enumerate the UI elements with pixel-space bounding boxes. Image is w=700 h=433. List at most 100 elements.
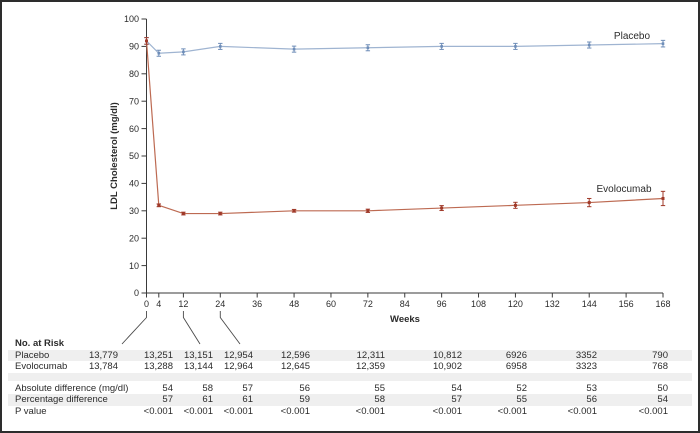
risk-cell-week-4: 13,251 — [143, 349, 173, 361]
risk-cell-week-48: 12,645 — [280, 361, 310, 372]
y-tick-label: 100 — [124, 14, 139, 24]
risk-cell-week-120: <0.001 — [497, 405, 527, 417]
risk-cell-week-24: 61 — [242, 394, 253, 405]
risk-cell-week-24: 12,954 — [223, 349, 253, 361]
series-layer — [144, 37, 666, 216]
risk-cell-week-120: 6958 — [505, 361, 527, 372]
row-label: Absolute difference (mg/dl) — [15, 382, 129, 394]
row-label: Percentage difference — [15, 394, 108, 405]
risk-cell-week-72: 55 — [374, 382, 385, 394]
risk-cell-week-4: 54 — [162, 382, 173, 394]
risk-cell-week-96: 54 — [451, 382, 462, 394]
data-point-marker — [513, 203, 517, 207]
x-tick-label: 24 — [215, 299, 225, 309]
risk-cell-week-72: <0.001 — [355, 405, 385, 417]
data-point-marker — [587, 201, 591, 205]
risk-table-header: No. at Risk — [15, 337, 65, 349]
y-tick-label: 40 — [129, 179, 139, 189]
x-tick-label: 108 — [471, 299, 486, 309]
row-label: P value — [15, 405, 47, 417]
data-point-marker — [587, 43, 591, 47]
risk-cell-week-168: 54 — [657, 394, 668, 405]
risk-cell-week-144: 3352 — [575, 349, 597, 361]
risk-cell-week-96: 10,812 — [432, 349, 462, 361]
risk-table-header-row: No. at Risk — [8, 338, 692, 350]
x-axis-label: Weeks — [390, 314, 420, 325]
risk-cell-week-0: 13,784 — [88, 361, 118, 372]
x-tick-label: 96 — [437, 299, 447, 309]
axis-table-connectors — [121, 311, 241, 345]
risk-row-placebo: Placebo 13,779 13,251 13,151 12,954 12,596 12,… — [8, 349, 692, 361]
risk-cell-week-96: 10,902 — [432, 361, 462, 372]
risk-cell-week-48: 12,596 — [280, 349, 310, 361]
x-tick-label: 4 — [156, 299, 161, 309]
risk-cell-week-120: 52 — [516, 382, 527, 394]
y-tick-label: 70 — [129, 96, 139, 106]
risk-cell-week-168: 790 — [652, 349, 668, 361]
data-point-marker — [661, 42, 665, 45]
data-point-marker — [292, 209, 296, 213]
risk-cell-week-120: 6926 — [505, 349, 527, 361]
data-point-marker — [157, 51, 161, 55]
x-tick-label: 84 — [400, 299, 410, 309]
x-tick-label: 36 — [252, 299, 262, 309]
risk-cell-week-12: 13,144 — [183, 361, 213, 372]
data-point-marker — [181, 212, 185, 216]
risk-cell-week-72: 12,359 — [355, 361, 385, 372]
x-tick-label: 132 — [545, 299, 560, 309]
y-tick-label: 30 — [129, 206, 139, 216]
risk-cell-week-24: <0.001 — [223, 405, 253, 417]
risk-cell-week-144: <0.001 — [567, 405, 597, 417]
risk-cell-week-4: 13,288 — [143, 361, 173, 372]
risk-cell-week-0: 13,779 — [88, 349, 118, 361]
risk-cell-week-144: 3323 — [575, 361, 597, 372]
x-tick-label: 12 — [178, 299, 188, 309]
data-point-marker — [292, 47, 296, 51]
risk-cell-week-168: 50 — [657, 382, 668, 394]
data-point-marker — [366, 46, 370, 50]
risk-cell-week-72: 12,311 — [356, 349, 385, 361]
data-point-marker — [218, 212, 222, 216]
risk-cell-week-168: <0.001 — [638, 405, 668, 417]
data-point-marker — [514, 45, 517, 48]
stats-row-percentage-difference: Percentage difference 57 61 61 59 58 57 55 56 54 — [8, 394, 692, 406]
row-label: Placebo — [15, 349, 50, 361]
x-tick-label: 72 — [363, 299, 373, 309]
risk-cell-week-12: 61 — [202, 394, 213, 405]
risk-cell-week-144: 56 — [586, 394, 597, 405]
stats-row-absolute-difference: Absolute difference (mg/dl) 54 58 57 56 55 54 5… — [8, 383, 692, 395]
series-evolocumab — [144, 37, 666, 216]
y-tick-label: 60 — [129, 124, 139, 134]
x-tick-label: 60 — [326, 299, 336, 309]
y-tick-label: 10 — [129, 261, 139, 271]
data-point-marker — [440, 206, 444, 210]
risk-cell-week-96: 57 — [451, 394, 462, 405]
risk-cell-week-48: 59 — [299, 394, 310, 405]
x-tick-label: 120 — [508, 299, 523, 309]
risk-cell-week-12: 13,151 — [183, 349, 213, 361]
y-tick-label: 90 — [129, 42, 139, 52]
data-point-marker — [661, 196, 665, 200]
row-label: Evolocumab — [15, 361, 68, 372]
risk-table-spacer-row — [8, 372, 692, 381]
risk-cell-week-4: 57 — [162, 394, 173, 405]
data-point-marker — [366, 209, 370, 213]
risk-cell-week-72: 58 — [374, 394, 385, 405]
risk-cell-week-120: 55 — [516, 394, 527, 405]
risk-cell-week-12: 58 — [202, 382, 213, 394]
risk-cell-week-96: <0.001 — [432, 405, 462, 417]
x-tick-label: 156 — [619, 299, 634, 309]
y-tick-label: 20 — [129, 233, 139, 243]
evolocumab-series-label: Evolocumab — [596, 184, 651, 195]
risk-row-evolocumab: Evolocumab 13,784 13,288 13,144 12,964 12,645… — [8, 361, 692, 373]
x-tick-label: 168 — [655, 299, 670, 309]
risk-cell-week-168: 768 — [652, 361, 668, 372]
y-tick-label: 80 — [129, 69, 139, 79]
risk-cell-week-48: 56 — [299, 382, 310, 394]
risk-cell-week-24: 57 — [242, 382, 253, 394]
y-axis-label: LDL Cholesterol (mg/dl) — [109, 102, 120, 210]
